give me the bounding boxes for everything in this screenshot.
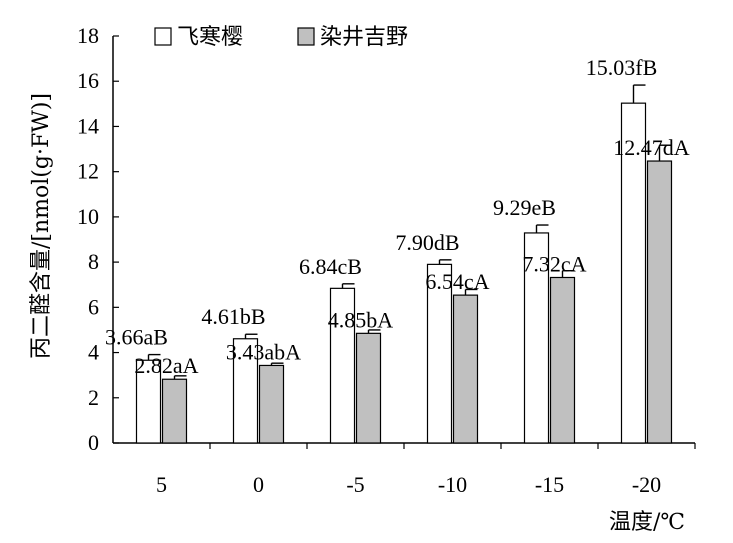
y-tick-label-8: 16 xyxy=(77,68,99,93)
x-tick-label-2: -5 xyxy=(346,472,364,497)
data-label-series-1-1: 4.61bB xyxy=(201,304,265,329)
y-axis-title: 丙二醛含量/[nmol(g·FW)] xyxy=(29,93,54,359)
legend: 飞寒樱 染井吉野 xyxy=(154,25,408,50)
y-tick-label-6: 12 xyxy=(77,159,99,184)
legend-swatch-series-1 xyxy=(154,27,172,46)
data-label-series-2-4: 7.32cA xyxy=(522,251,586,276)
legend-swatch-series-2 xyxy=(297,27,315,46)
x-tick-label-4: -15 xyxy=(535,472,564,497)
data-label-series-2-0: 2.82aA xyxy=(134,353,198,378)
y-tick-label-7: 14 xyxy=(77,113,99,138)
data-label-series-1-4: 9.29eB xyxy=(493,195,556,220)
y-tick-label-5: 10 xyxy=(77,204,99,229)
y-tick-label-9: 18 xyxy=(77,23,99,48)
x-tick-label-3: -10 xyxy=(438,472,467,497)
bar-series-2-3 xyxy=(452,294,479,444)
x-tick-label-1: 0 xyxy=(253,472,264,497)
plot-area: 0 2 4 6 8 10 12 14 16 18 5 0 -5 -10 -15 -20 3.66aB 4.61bB… xyxy=(77,23,696,497)
legend-label-series-1: 飞寒樱 xyxy=(177,25,243,50)
legend-label-series-2: 染井吉野 xyxy=(320,25,408,50)
x-tick-label-5: -20 xyxy=(632,472,661,497)
bar-series-1-1 xyxy=(232,338,259,444)
y-tick-label-1: 2 xyxy=(88,385,99,410)
y-tick-label-0: 0 xyxy=(88,430,99,455)
bar-series-2-4 xyxy=(549,276,576,444)
data-label-series-2-1: 3.43abA xyxy=(226,339,301,364)
data-label-series-2-2: 4.85bA xyxy=(328,307,394,332)
bar-series-2-2 xyxy=(355,332,382,444)
y-tick-label-2: 4 xyxy=(88,340,99,365)
data-label-series-2-5: 12.47dA xyxy=(613,135,690,160)
bar-series-1-2 xyxy=(329,287,356,444)
data-label-series-1-3: 7.90dB xyxy=(395,230,459,255)
bar-series-2-0 xyxy=(161,378,188,444)
data-label-series-2-3: 6.54cA xyxy=(425,269,489,294)
x-tick-label-0: 5 xyxy=(156,472,167,497)
x-axis-title: 温度/℃ xyxy=(609,510,685,535)
data-label-series-1-2: 6.84cB xyxy=(299,254,362,279)
data-label-series-1-0: 3.66aB xyxy=(105,325,168,350)
y-tick-label-4: 8 xyxy=(88,249,99,274)
data-label-series-1-5: 15.03fB xyxy=(586,55,658,80)
y-tick-label-3: 6 xyxy=(88,294,99,319)
bar-series-1-4 xyxy=(523,232,550,444)
bar-series-2-5 xyxy=(646,160,673,444)
bar-series-2-1 xyxy=(258,364,285,444)
